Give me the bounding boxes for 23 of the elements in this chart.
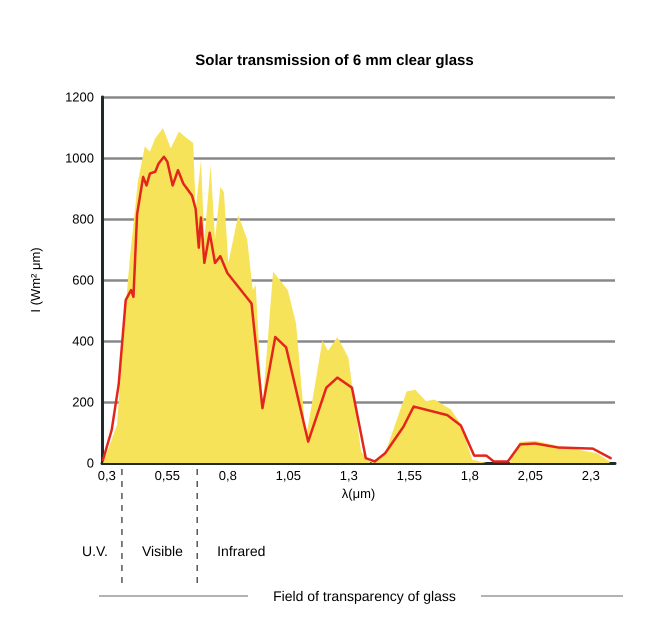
chart-title: Solar transmission of 6 mm clear glass: [195, 52, 474, 69]
y-tick-label: 600: [72, 272, 94, 288]
text: Infrared: [217, 543, 266, 559]
x-tick-label: 1,3: [340, 468, 358, 483]
y-tick-label: 1000: [65, 150, 94, 166]
text: Visible: [142, 543, 184, 559]
x-tick-label: 0,3: [98, 468, 116, 483]
y-tick-label: 800: [72, 212, 94, 226]
y-tick-label: 1200: [65, 90, 94, 104]
x-tick-label: 1,05: [276, 468, 301, 483]
x-tick-label: 2,05: [518, 468, 543, 483]
y-tick-label: 0: [86, 456, 94, 470]
text: U.V.: [82, 543, 108, 559]
x-tick-label: 1,8: [460, 468, 479, 483]
x-tick-label: 0,55: [154, 468, 180, 483]
y-tick-label: 200: [72, 394, 94, 410]
x-tick-label: 1,55: [396, 468, 422, 483]
x-axis-title: λ(μm): [342, 486, 376, 501]
text: Field of transparency of glass: [273, 588, 456, 604]
x-tick-label: 2,3: [582, 468, 600, 483]
y-tick-label: 400: [72, 334, 94, 348]
x-tick-label: 0,8: [218, 468, 237, 483]
y-axis-title: I (Wm² μm): [28, 247, 43, 313]
